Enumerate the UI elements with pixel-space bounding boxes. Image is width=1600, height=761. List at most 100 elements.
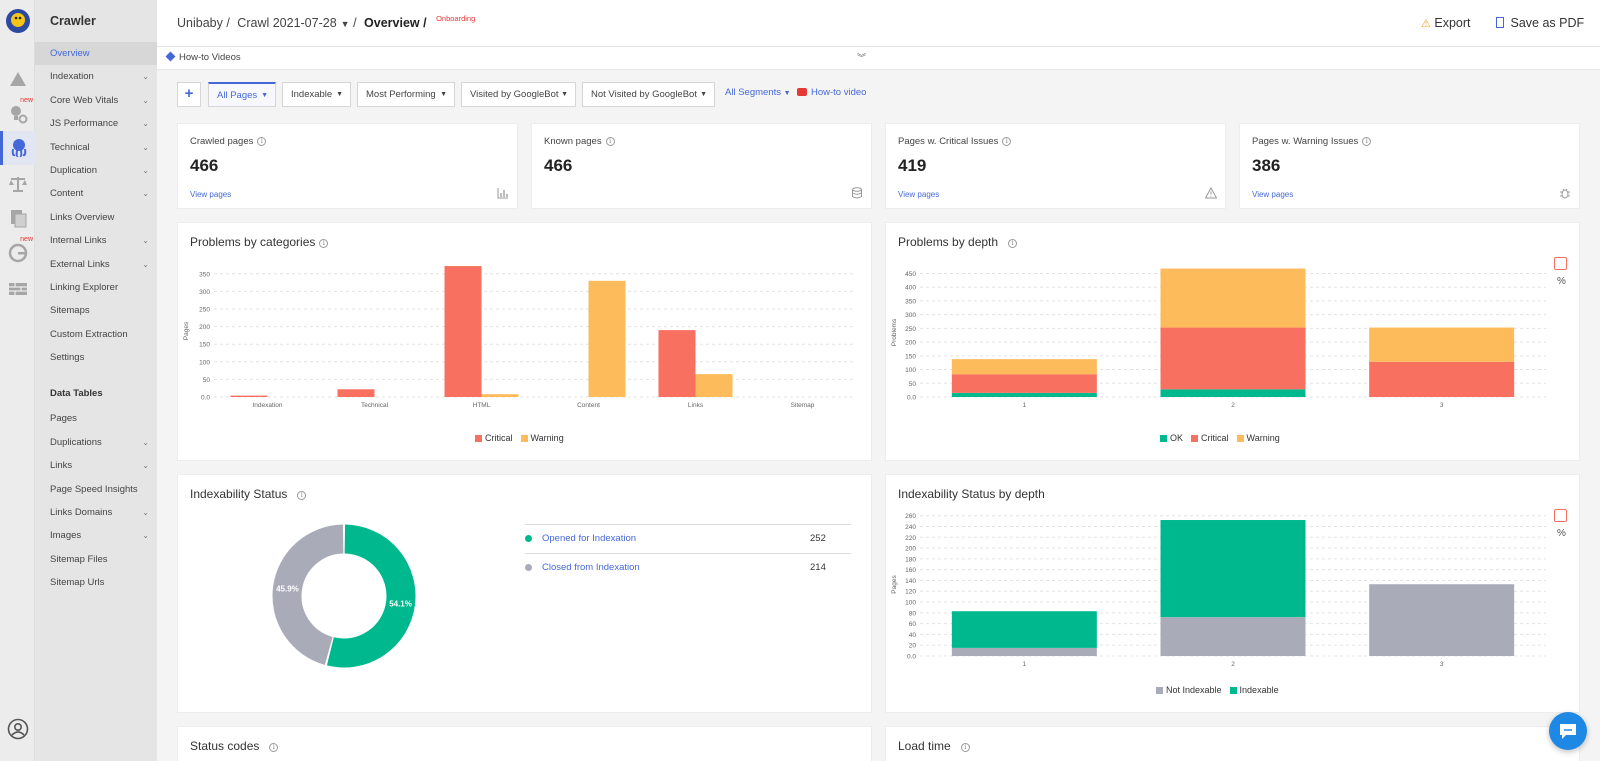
add-segment-button[interactable]: +: [177, 82, 201, 107]
sidebar-item-overview[interactable]: Overview: [35, 42, 157, 66]
export-button[interactable]: ⚠ Export: [1421, 16, 1471, 30]
info-icon[interactable]: i: [319, 239, 329, 248]
y-tick-label: 250: [199, 307, 210, 314]
sidebar-item-sitemap-urls[interactable]: Sitemap Urls: [35, 571, 157, 594]
save-pdf-button[interactable]: Save as PDF: [1496, 16, 1584, 30]
crawl-dropdown-icon[interactable]: ▼: [340, 19, 350, 29]
brick-wall-icon[interactable]: [0, 272, 35, 306]
legend-item-warning[interactable]: Warning: [1236, 433, 1280, 443]
stat-card-crawled-pages: Crawled pages i 466 View pages: [177, 123, 518, 209]
sidebar-item-custom-extraction[interactable]: Custom Extraction: [35, 323, 157, 346]
sidebar-item-label: Links Domains: [50, 507, 113, 519]
alert-triangle-icon[interactable]: [0, 62, 35, 96]
panel-title-text: Problems by depth: [898, 235, 999, 249]
sidebar-item-linking-explorer[interactable]: Linking Explorer: [35, 276, 157, 299]
breadcrumb-crawl[interactable]: Crawl 2021-07-28: [237, 16, 337, 30]
sidebar-item-internal-links[interactable]: Internal Links ⌄: [35, 229, 157, 252]
info-icon[interactable]: i: [605, 137, 615, 146]
bar-warning-html: [481, 394, 519, 397]
sidebar-item-external-links[interactable]: External Links ⌄: [35, 253, 157, 276]
panel-title: Problems by depth i: [898, 235, 1018, 249]
view-pages-link[interactable]: View pages: [190, 190, 232, 199]
view-pages-link[interactable]: View pages: [1252, 190, 1294, 199]
sidebar-item-sitemaps[interactable]: Sitemaps: [35, 299, 157, 322]
x-tick-label: Content: [577, 402, 600, 409]
sidebar-title: Crawler: [50, 14, 96, 28]
sidebar-item-links[interactable]: Links ⌄: [35, 454, 157, 477]
chart-view-toggle-icon[interactable]: [1554, 509, 1567, 522]
info-icon[interactable]: i: [257, 137, 267, 146]
panel-title: Indexability Status i: [190, 487, 307, 501]
legend-item-warning[interactable]: Warning: [520, 433, 564, 443]
sidebar-item-settings[interactable]: Settings: [35, 346, 157, 369]
stat-card-title: Known pages i: [544, 136, 615, 147]
bar-segment-not-indexable-depth-1: [951, 647, 1097, 656]
legend-item-not-indexable[interactable]: Not Indexable: [1156, 685, 1222, 695]
percent-toggle-icon[interactable]: %: [1557, 276, 1566, 287]
sidebar-item-label: External Links: [50, 258, 110, 270]
sidebar-item-indexation[interactable]: Indexation ⌄: [35, 65, 157, 88]
status-dot: [525, 535, 532, 542]
info-icon[interactable]: i: [960, 743, 970, 752]
sidebar-item-duplication[interactable]: Duplication ⌄: [35, 159, 157, 182]
segment-tab-indexable[interactable]: Indexable ▼: [282, 82, 351, 107]
segment-tab-visited-googlebot[interactable]: Visited by GoogleBot ▼: [461, 82, 576, 107]
sidebar-item-core-web-vitals[interactable]: Core Web Vitals ⌄: [35, 89, 157, 112]
sidebar-item-content[interactable]: Content ⌄: [35, 182, 157, 205]
logo-icon[interactable]: [0, 4, 35, 38]
indexability-row-label[interactable]: Closed from Indexation: [542, 562, 640, 573]
info-icon[interactable]: i: [1008, 239, 1018, 248]
legend-label: Critical: [1201, 433, 1229, 443]
sidebar-item-duplications[interactable]: Duplications ⌄: [35, 431, 157, 454]
document-stack-icon[interactable]: [0, 201, 35, 235]
google-icon[interactable]: new: [0, 236, 35, 270]
info-icon[interactable]: i: [269, 743, 279, 752]
indexability-row-label[interactable]: Opened for Indexation: [542, 533, 637, 544]
how-to-videos-toggle[interactable]: How-to Videos: [165, 51, 241, 63]
legend-item-ok[interactable]: OK: [1160, 433, 1183, 443]
info-icon[interactable]: i: [297, 491, 307, 500]
all-segments-dropdown[interactable]: All Segments ▼: [725, 87, 791, 98]
sidebar-item-page-speed-insights[interactable]: Page Speed Insights: [35, 478, 157, 501]
info-icon[interactable]: i: [1362, 137, 1372, 146]
segment-tab-most-performing[interactable]: Most Performing ▼: [357, 82, 455, 107]
info-icon[interactable]: i: [1002, 137, 1012, 146]
indexability-row-closed[interactable]: Closed from Indexation 214: [525, 553, 851, 582]
user-account-icon[interactable]: [0, 712, 35, 746]
balance-scale-icon[interactable]: [0, 167, 35, 201]
legend-item-critical[interactable]: Critical: [475, 433, 513, 443]
segment-tab-not-visited-googlebot[interactable]: Not Visited by GoogleBot ▼: [582, 82, 715, 107]
sidebar-item-js-performance[interactable]: JS Performance ⌄: [35, 112, 157, 135]
chart-view-toggle-icon[interactable]: [1554, 257, 1567, 270]
breadcrumb-project[interactable]: Unibaby /: [177, 16, 230, 30]
percent-toggle-icon[interactable]: %: [1557, 528, 1566, 539]
chat-support-button[interactable]: [1549, 712, 1587, 750]
collapse-chevrons-icon[interactable]: ︾: [857, 53, 867, 63]
bar-segment-warning-depth-1: [951, 359, 1097, 375]
legend-item-indexable[interactable]: Indexable: [1229, 685, 1279, 695]
data-tables-list: Pages Duplications ⌄ Links ⌄ Page Speed Insig…: [35, 407, 157, 594]
sidebar-item-technical[interactable]: Technical ⌄: [35, 136, 157, 159]
crawler-octopus-icon[interactable]: [0, 131, 35, 165]
indexability-row-opened[interactable]: Opened for Indexation 252: [525, 524, 851, 553]
indexability-row-value: 214: [810, 562, 826, 573]
sidebar-item-sitemap-files[interactable]: Sitemap Files: [35, 548, 157, 571]
sidebar-item-links-overview[interactable]: Links Overview: [35, 206, 157, 229]
lightbulb-gear-icon[interactable]: new: [0, 97, 35, 131]
chart-legend: OK Critical Warning: [1160, 433, 1280, 443]
status-dot: [525, 564, 532, 571]
how-to-videos-bar[interactable]: How-to Videos ︾: [157, 47, 1600, 70]
sidebar-item-links-domains[interactable]: Links Domains ⌄: [35, 501, 157, 524]
x-tick-label: Indexation: [253, 402, 283, 409]
bar-critical-links: [658, 330, 696, 397]
how-to-video-link[interactable]: How-to video: [797, 87, 866, 98]
view-pages-link[interactable]: View pages: [898, 190, 940, 199]
segment-tab-all-pages[interactable]: All Pages ▼: [208, 82, 276, 107]
onboarding-link[interactable]: Onboarding: [436, 14, 476, 23]
panel-title: Problems by categories i: [190, 235, 329, 249]
chevron-down-icon: ⌄: [142, 95, 149, 105]
sidebar-item-images[interactable]: Images ⌄: [35, 524, 157, 547]
chevron-down-icon: ⌄: [142, 236, 149, 246]
legend-item-critical[interactable]: Critical: [1191, 433, 1229, 443]
sidebar-item-pages[interactable]: Pages: [35, 407, 157, 430]
